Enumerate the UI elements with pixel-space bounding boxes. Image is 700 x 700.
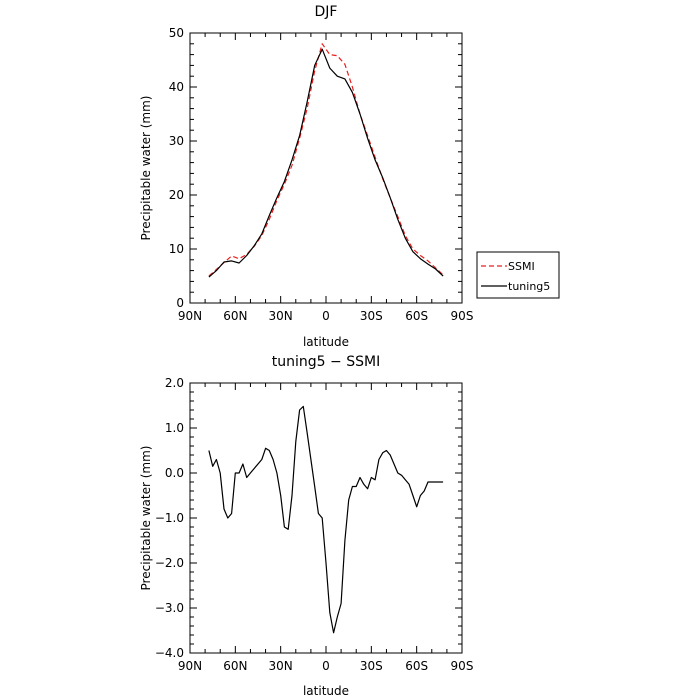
- series-line-tuning5: [208, 48, 444, 278]
- djf-chart-panel: 90N 60N 30N 0 30S 60S 90S 0 10 20 30 40 50 DJF latitud…: [139, 4, 560, 349]
- y-axis-label: Precipitable water (mm): [139, 446, 153, 591]
- y-tick-label: 50: [169, 26, 184, 40]
- legend-label-tuning5: tuning5: [508, 280, 550, 293]
- x-tick-label: 90N: [178, 309, 202, 323]
- legend-box: [476, 251, 560, 299]
- y-tick-label: 0.0: [165, 466, 184, 480]
- y-tick-label: 0: [176, 296, 184, 310]
- chart-title: DJF: [315, 4, 338, 20]
- legend-label-ssmi: SSMI: [508, 260, 535, 273]
- x-tick-label: 60N: [223, 659, 247, 673]
- x-tick-label: 90N: [178, 659, 202, 673]
- y-tick-label: 10: [169, 242, 184, 256]
- y-tick-label: 20: [169, 188, 184, 202]
- y-axis-label: Precipitable water (mm): [139, 96, 153, 241]
- x-tick-label: 60S: [405, 659, 428, 673]
- plot-frame: [189, 32, 463, 304]
- x-tick-label: 0: [322, 309, 330, 323]
- x-axis-label: latitude: [303, 684, 349, 698]
- difference-chart-panel: 90N 60N 30N 0 30S 60S 90S −4.0 −3.0 −2.0 −1.0 0.0 1.…: [139, 354, 473, 698]
- y-tick-label: 30: [169, 134, 184, 148]
- y-tick-label: 40: [169, 80, 184, 94]
- x-tick-label: 30S: [360, 309, 383, 323]
- series-line-ssmi: [208, 43, 444, 277]
- x-tick-label: 30S: [360, 659, 383, 673]
- chart-title: tuning5 − SSMI: [272, 354, 380, 370]
- x-tick-label: 30N: [269, 659, 293, 673]
- y-tick-label: 2.0: [165, 376, 184, 390]
- y-tick-label: 1.0: [165, 421, 184, 435]
- x-tick-label: 90S: [451, 309, 474, 323]
- plot-frame: [189, 382, 463, 654]
- y-tick-label: −1.0: [155, 511, 184, 525]
- x-tick-label: 30N: [269, 309, 293, 323]
- x-tick-label: 90S: [451, 659, 474, 673]
- x-tick-label: 60N: [223, 309, 247, 323]
- series-line-difference: [208, 405, 444, 634]
- x-axis-label: latitude: [303, 335, 349, 349]
- y-tick-label: −2.0: [155, 556, 184, 570]
- x-tick-label: 60S: [405, 309, 428, 323]
- y-tick-label: −3.0: [155, 601, 184, 615]
- y-tick-label: −4.0: [155, 646, 184, 660]
- x-tick-label: 0: [322, 659, 330, 673]
